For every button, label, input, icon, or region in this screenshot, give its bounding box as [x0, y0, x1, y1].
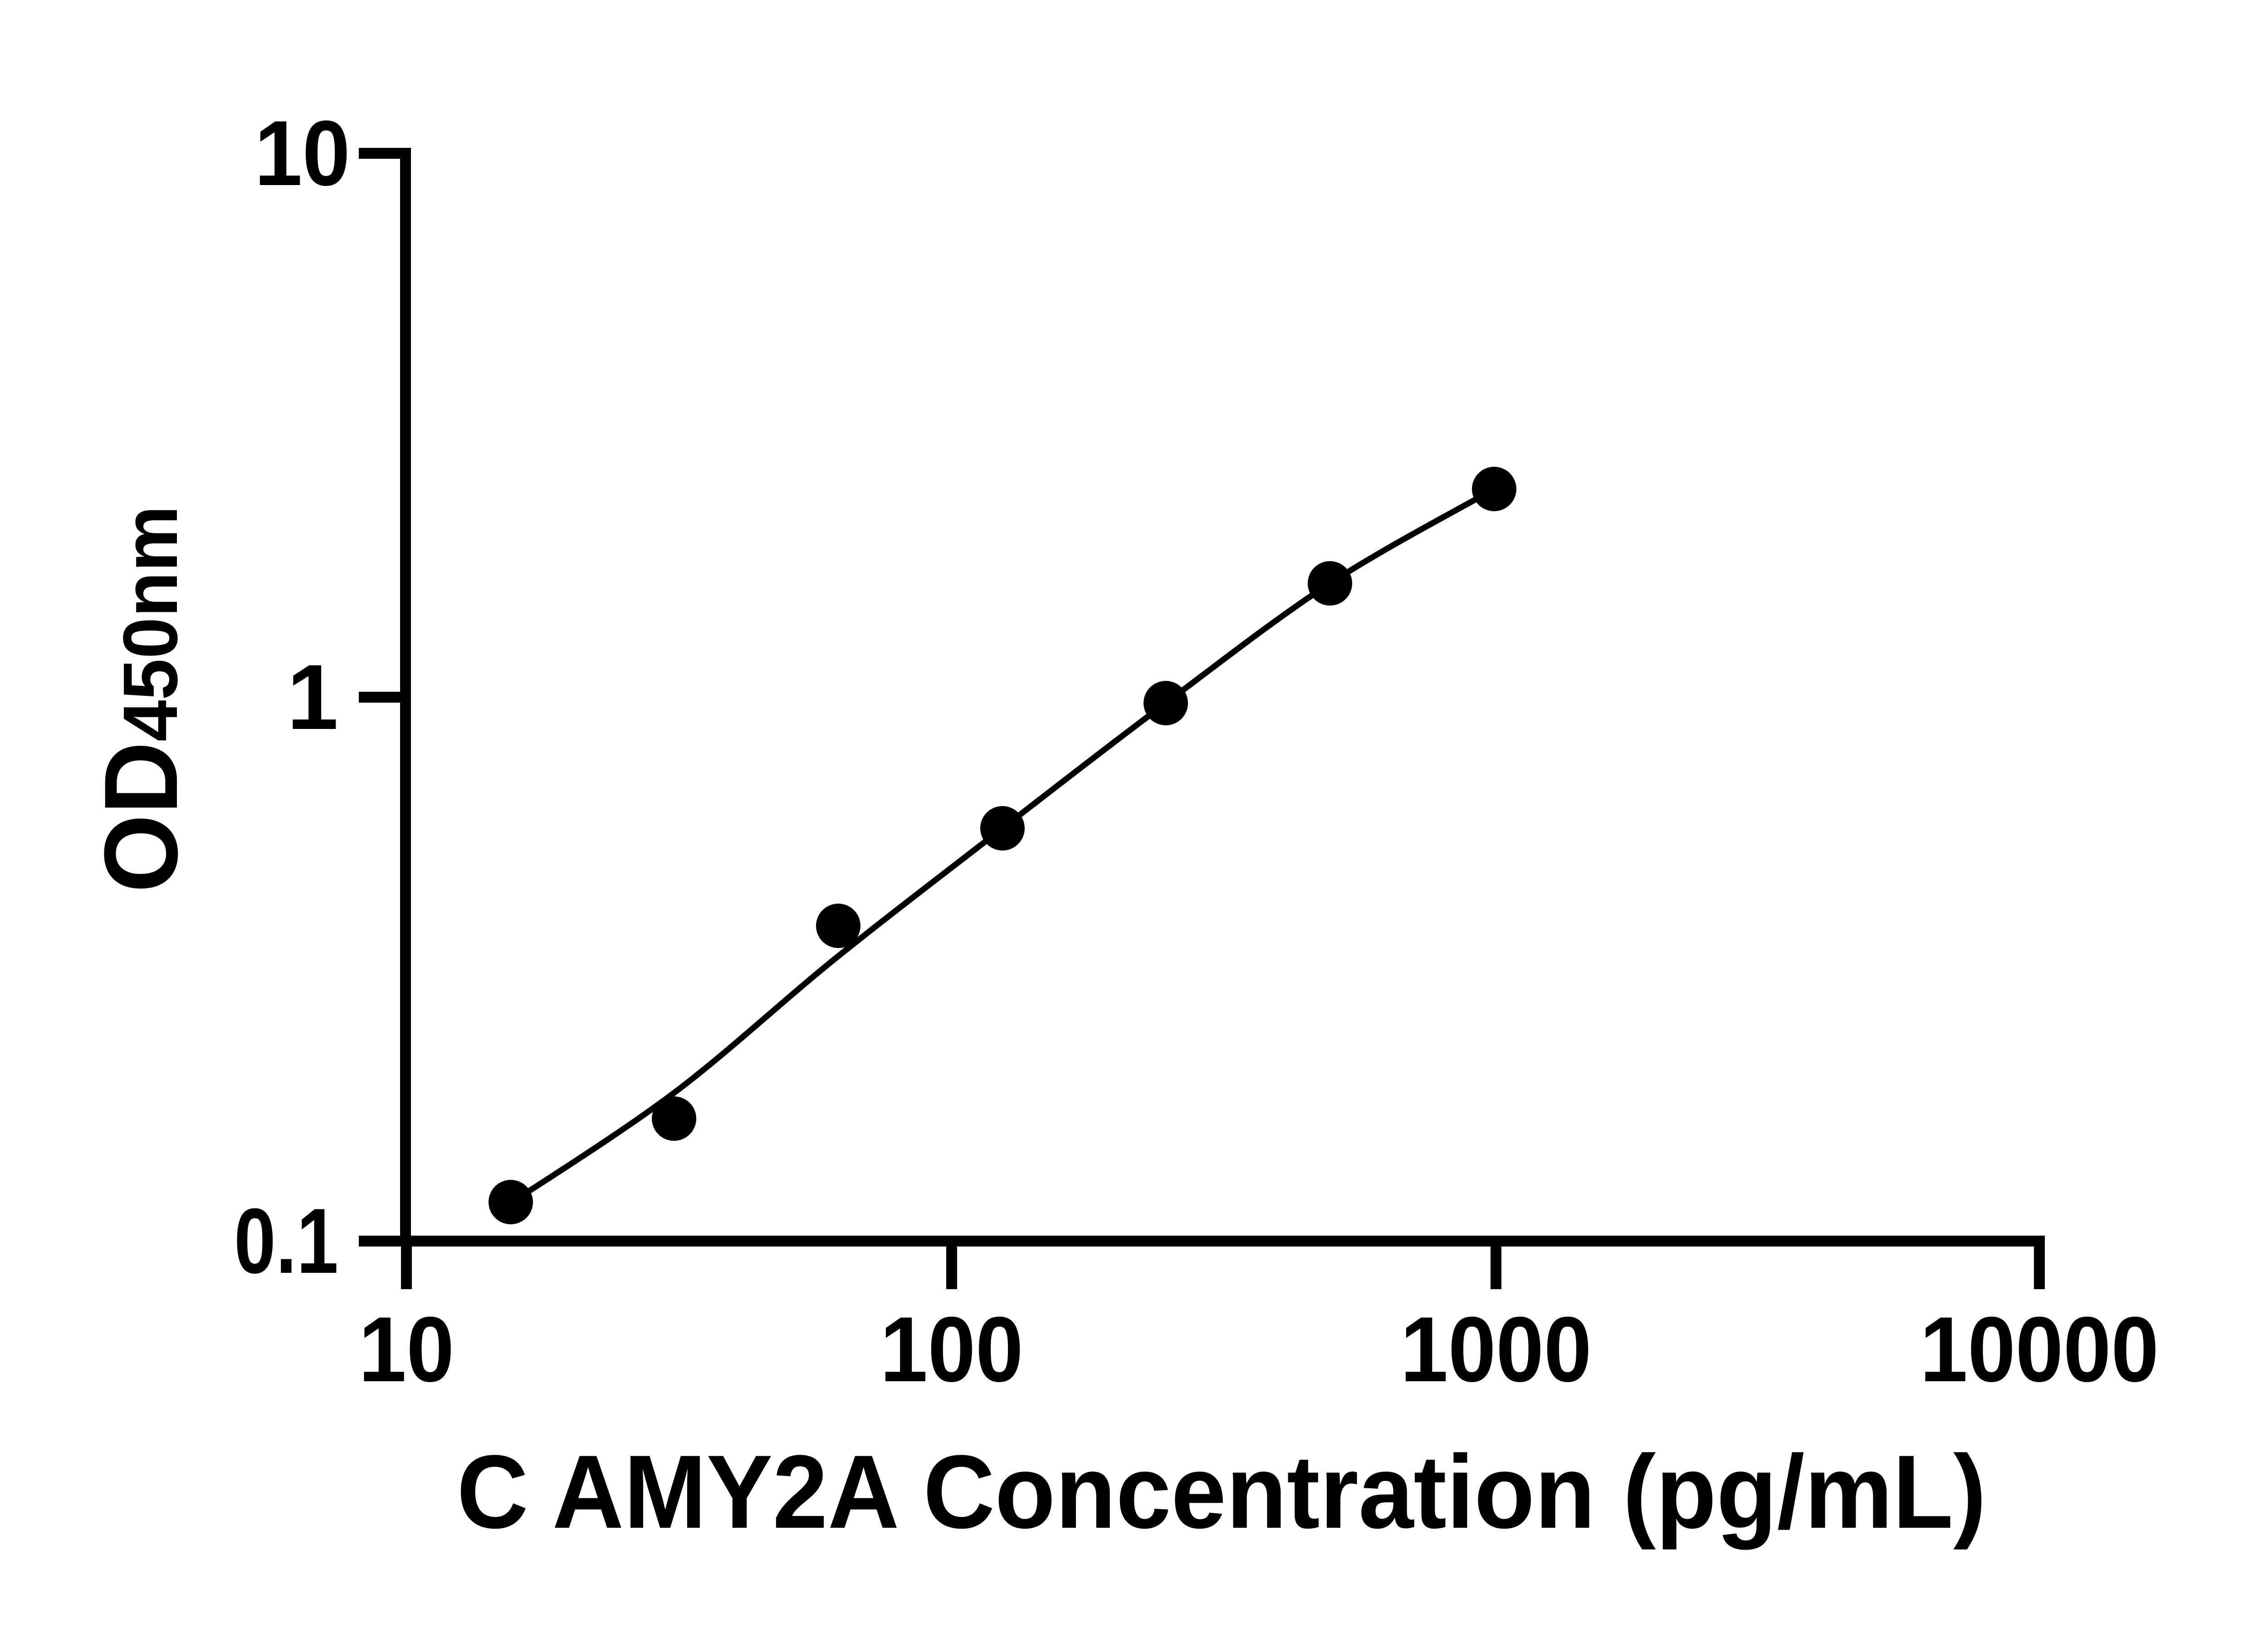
- svg-text:10: 10: [359, 1298, 455, 1401]
- svg-text:C AMY2A Concentration (pg/mL): C AMY2A Concentration (pg/mL): [457, 1433, 1986, 1550]
- svg-text:10000: 10000: [1920, 1298, 2159, 1401]
- svg-text:10: 10: [254, 102, 350, 205]
- svg-text:1000: 1000: [1400, 1298, 1592, 1401]
- svg-text:100: 100: [880, 1298, 1023, 1401]
- svg-text:1: 1: [287, 645, 338, 749]
- svg-text:0.1: 0.1: [234, 1189, 338, 1293]
